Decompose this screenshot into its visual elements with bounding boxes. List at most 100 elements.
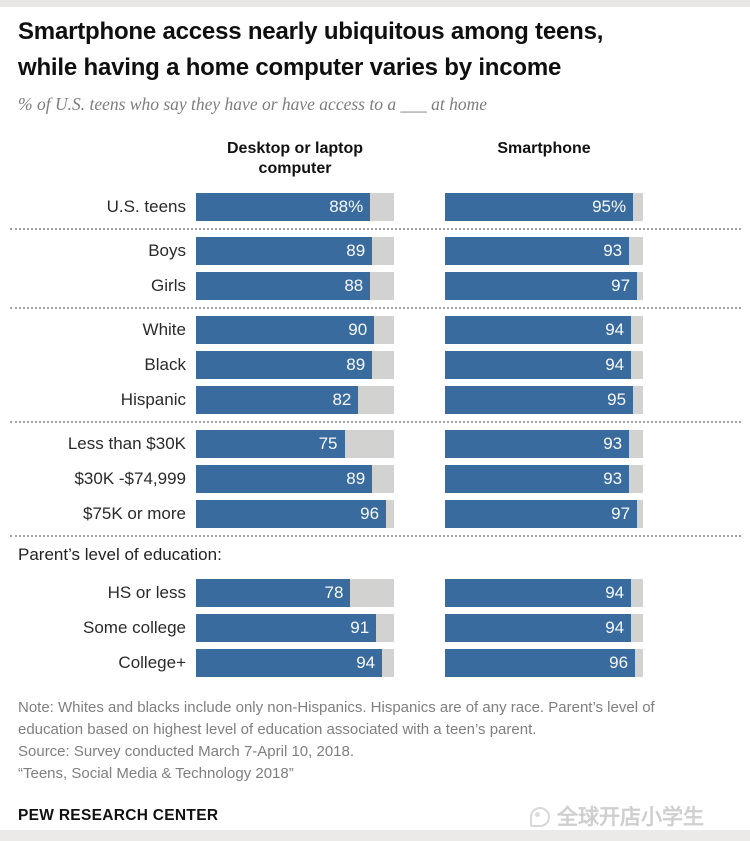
bar-row: Boys 89 93 — [18, 237, 732, 265]
row-label: $75K or more — [83, 504, 186, 523]
desktop-bar: 75 — [196, 430, 345, 458]
desktop-bar-value: 78 — [324, 583, 344, 602]
smartphone-bar-value: 95% — [592, 197, 627, 216]
smartphone-bar: 95 — [445, 386, 634, 414]
desktop-bar-value: 89 — [346, 469, 366, 488]
smartphone-bar: 94 — [445, 614, 632, 642]
desktop-bar-track: 91 — [196, 614, 394, 642]
desktop-bar-track: 89 — [196, 237, 394, 265]
desktop-bar-value: 89 — [346, 355, 366, 374]
desktop-bar: 89 — [196, 237, 373, 265]
smartphone-bar-track: 93 — [445, 465, 643, 493]
row-label: $30K -$74,999 — [74, 469, 186, 488]
column-header-smartphone: Smartphone — [497, 140, 591, 157]
desktop-bar-track: 96 — [196, 500, 394, 528]
bar-row: Girls 88 97 — [18, 272, 732, 300]
bar-row: White 90 94 — [18, 316, 732, 344]
bar-row: Some college 91 94 — [18, 614, 732, 642]
column-header-desktop: Desktop or laptop computer — [226, 140, 363, 177]
desktop-bar-track: 89 — [196, 351, 394, 379]
bar-row: U.S. teens 88% 95% — [18, 193, 732, 221]
desktop-bar: 88 — [196, 272, 371, 300]
smartphone-bar-value: 94 — [605, 320, 625, 339]
desktop-bar-value: 90 — [348, 320, 368, 339]
desktop-bar-value: 88 — [344, 276, 364, 295]
desktop-bar-value: 91 — [350, 618, 370, 637]
smartphone-bar: 94 — [445, 351, 632, 379]
desktop-bar: 90 — [196, 316, 375, 344]
smartphone-bar: 93 — [445, 465, 630, 493]
chart-source: Source: Survey conducted March 7-April 1… — [18, 743, 355, 760]
smartphone-bar: 97 — [445, 500, 638, 528]
group-separator — [10, 228, 741, 230]
smartphone-bar-value: 93 — [603, 469, 623, 488]
smartphone-bar: 93 — [445, 430, 630, 458]
desktop-bar-track: 75 — [196, 430, 394, 458]
brand-label: PEW RESEARCH CENTER — [18, 807, 219, 824]
desktop-bar-value: 75 — [318, 434, 338, 453]
smartphone-bar: 96 — [445, 649, 636, 677]
smartphone-bar-track: 94 — [445, 579, 643, 607]
desktop-bar: 78 — [196, 579, 351, 607]
chart-subtitle: % of U.S. teens who say they have or hav… — [18, 94, 487, 114]
smartphone-bar: 95% — [445, 193, 634, 221]
desktop-bar-value: 88% — [329, 197, 364, 216]
desktop-bar: 94 — [196, 649, 383, 677]
smartphone-bar-value: 94 — [605, 618, 625, 637]
smartphone-bar-value: 95 — [607, 390, 627, 409]
row-label: HS or less — [107, 583, 186, 602]
smartphone-bar: 93 — [445, 237, 630, 265]
row-label: Less than $30K — [67, 434, 186, 453]
title-line-1: Smartphone access nearly ubiquitous amon… — [18, 18, 604, 45]
row-label: College+ — [118, 653, 186, 672]
desktop-bar-track: 82 — [196, 386, 394, 414]
smartphone-bar-track: 93 — [445, 430, 643, 458]
smartphone-bar: 94 — [445, 316, 632, 344]
desktop-bar-track: 89 — [196, 465, 394, 493]
desktop-bar-track: 88% — [196, 193, 394, 221]
chart-report-title: “Teens, Social Media & Technology 2018” — [18, 765, 294, 782]
chart-body: U.S. teens 88% 95% Boys 89 93 Girls 88 97 White 90… — [10, 193, 741, 677]
smartphone-bar-value: 93 — [603, 241, 623, 260]
bar-row: Less than $30K 75 93 — [18, 430, 732, 458]
smartphone-bar-value: 96 — [609, 653, 629, 672]
bar-row: Black 89 94 — [18, 351, 732, 379]
desktop-bar-value: 89 — [346, 241, 366, 260]
desktop-bar-value: 96 — [360, 504, 380, 523]
row-label: Girls — [151, 276, 186, 295]
smartphone-bar-track: 95% — [445, 193, 643, 221]
smartphone-bar-track: 93 — [445, 237, 643, 265]
desktop-bar-track: 78 — [196, 579, 394, 607]
row-label: Black — [144, 355, 186, 374]
group-separator — [10, 307, 741, 309]
row-label: U.S. teens — [106, 197, 186, 216]
smartphone-bar: 94 — [445, 579, 632, 607]
desktop-bar: 89 — [196, 351, 373, 379]
bar-row: College+ 94 96 — [18, 649, 732, 677]
smartphone-bar-track: 97 — [445, 272, 643, 300]
watermark-logo-icon — [526, 805, 550, 827]
desktop-bar: 96 — [196, 500, 387, 528]
smartphone-bar-track: 95 — [445, 386, 643, 414]
desktop-bar: 91 — [196, 614, 377, 642]
column-headers: Desktop or laptop computer Smartphone — [18, 139, 732, 179]
smartphone-bar-value: 94 — [605, 355, 625, 374]
page-title: Smartphone access nearly ubiquitous amon… — [18, 14, 728, 86]
bar-row: $30K -$74,999 89 93 — [18, 465, 732, 493]
bar-row: HS or less 78 94 — [18, 579, 732, 607]
smartphone-bar-value: 97 — [611, 504, 631, 523]
chart-note: Note: Whites and blacks include only non… — [18, 699, 655, 738]
smartphone-bar-value: 93 — [603, 434, 623, 453]
chart-notes: Note: Whites and blacks include only non… — [18, 697, 718, 785]
desktop-bar: 82 — [196, 386, 359, 414]
top-edge-strip — [0, 0, 750, 7]
bottom-edge-strip — [0, 830, 750, 841]
bar-row: $75K or more 96 97 — [18, 500, 732, 528]
group-separator — [10, 421, 741, 423]
title-line-2: while having a home computer varies by i… — [18, 54, 562, 81]
footer: PEW RESEARCH CENTER 全球开店小学生 — [18, 801, 732, 831]
section-heading: Parent’s level of education: — [18, 545, 222, 564]
group-separator — [10, 535, 741, 537]
row-label: White — [142, 320, 186, 339]
